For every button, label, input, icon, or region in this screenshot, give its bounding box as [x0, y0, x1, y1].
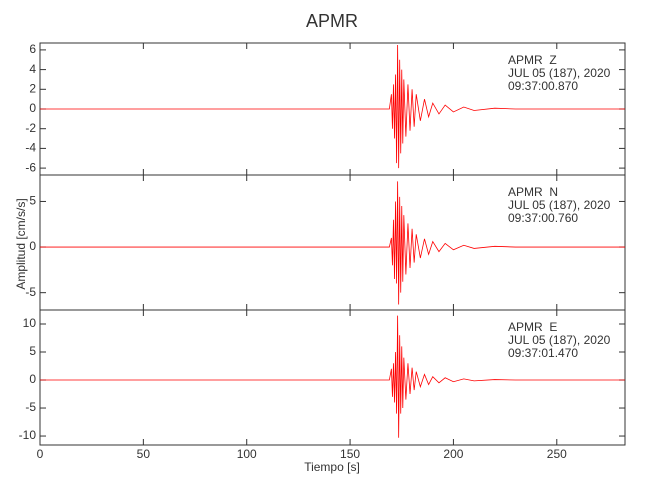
y-axis-label: Amplitud [cm/s/s] — [14, 198, 28, 289]
annotation: 09:37:00.870 — [508, 79, 578, 93]
chart-title: APMR — [306, 11, 358, 31]
annotation: APMR Z — [508, 53, 557, 67]
y-tick-label: -2 — [25, 121, 36, 135]
y-tick-label: 6 — [29, 42, 36, 56]
annotation: JUL 05 (187), 2020 — [508, 66, 611, 80]
y-tick-label: -4 — [25, 141, 36, 155]
y-tick-label: 5 — [29, 344, 36, 358]
annotation: APMR N — [508, 185, 558, 199]
annotation: JUL 05 (187), 2020 — [508, 198, 611, 212]
x-tick-label: 100 — [237, 447, 257, 461]
panel-frame — [39, 309, 626, 446]
y-tick-label: 5 — [29, 194, 36, 208]
x-axis-label: Tiempo [s] — [304, 460, 360, 474]
waveform — [40, 181, 625, 305]
x-tick-label: 50 — [137, 447, 151, 461]
y-tick-label: -10 — [19, 428, 37, 442]
annotation: 09:37:01.470 — [508, 346, 578, 360]
annotation: JUL 05 (187), 2020 — [508, 333, 611, 347]
y-tick-label: 2 — [29, 81, 36, 95]
y-tick-label: 0 — [29, 101, 36, 115]
y-tick-label: -5 — [25, 400, 36, 414]
y-tick-label: 4 — [29, 62, 36, 76]
x-tick-label: 150 — [340, 447, 360, 461]
y-tick-label: 0 — [29, 239, 36, 253]
y-tick-label: -5 — [25, 285, 36, 299]
y-tick-label: 0 — [29, 372, 36, 386]
annotation: 09:37:00.760 — [508, 211, 578, 225]
y-tick-label: 10 — [23, 316, 37, 330]
waveform — [40, 315, 625, 438]
x-tick-label: 200 — [443, 447, 463, 461]
annotation: APMR E — [508, 320, 557, 334]
y-tick-label: -6 — [25, 160, 36, 174]
x-tick-label: 250 — [547, 447, 567, 461]
x-tick-label: 0 — [37, 447, 44, 461]
waveform — [40, 44, 625, 169]
